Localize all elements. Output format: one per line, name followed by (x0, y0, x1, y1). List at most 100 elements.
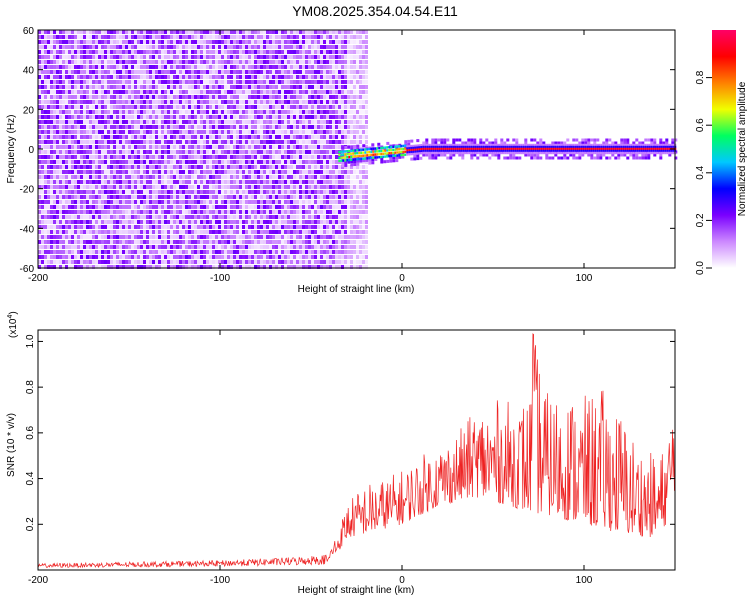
heatmap-cell (251, 165, 254, 169)
heatmap-cell (47, 265, 50, 269)
heatmap-cell (335, 135, 338, 139)
heatmap-cell (287, 175, 290, 179)
heatmap-cell (329, 75, 332, 79)
heatmap-cell (107, 255, 110, 259)
heatmap-cell (125, 135, 128, 139)
heatmap-cell (164, 215, 167, 219)
heatmap-cell (158, 110, 161, 114)
heatmap-cell (338, 100, 341, 104)
heatmap-cell (110, 165, 113, 169)
heatmap-cell (89, 115, 92, 119)
heatmap-cell (59, 85, 62, 89)
heatmap-cell (305, 85, 308, 89)
heatmap-cell (209, 50, 212, 54)
heatmap-cell (104, 125, 107, 129)
heatmap-cell (275, 55, 278, 59)
heatmap-cell (182, 140, 185, 144)
heatmap-cell (212, 170, 215, 174)
heatmap-cell (59, 70, 62, 74)
heatmap-cell (62, 250, 65, 254)
heatmap-cell (101, 50, 104, 54)
heatmap-cell (344, 235, 347, 239)
heatmap-cell (110, 265, 113, 269)
heatmap-cell (104, 145, 107, 149)
heatmap-cell (161, 65, 164, 69)
heatmap-cell (335, 260, 338, 264)
heatmap-cell (149, 175, 152, 179)
heatmap-cell (299, 140, 302, 144)
heatmap-cell (302, 245, 305, 249)
heatmap-cell (50, 50, 53, 54)
heatmap-cell (50, 265, 53, 269)
heatmap-cell (62, 60, 65, 64)
heatmap-cell (233, 125, 236, 129)
heatmap-cell (116, 180, 119, 184)
heatmap-cell (155, 175, 158, 179)
heatmap-cell (134, 70, 137, 74)
heatmap-cell (317, 35, 320, 39)
heatmap-cell (125, 65, 128, 69)
heatmap-cell (227, 150, 230, 154)
heatmap-cell (338, 200, 341, 204)
heatmap-cell (323, 150, 326, 154)
heatmap-cell (68, 230, 71, 234)
heatmap-cell (317, 250, 320, 254)
heatmap-cell (89, 55, 92, 59)
heatmap-cell (188, 175, 191, 179)
heatmap-cell (146, 190, 149, 194)
heatmap-cell (47, 160, 50, 164)
heatmap-cell (314, 225, 317, 229)
heatmap-cell (317, 105, 320, 109)
heatmap-cell (209, 195, 212, 199)
heatmap-cell (341, 185, 344, 189)
heatmap-cell (308, 240, 311, 244)
heatmap-cell (113, 135, 116, 139)
heatmap-cell (272, 200, 275, 204)
heatmap-cell (287, 200, 290, 204)
heatmap-cell (194, 55, 197, 59)
heatmap-cell (122, 245, 125, 249)
heatmap-cell (323, 80, 326, 84)
heatmap-cell (269, 215, 272, 219)
heatmap-cell (302, 120, 305, 124)
heatmap-cell (134, 35, 137, 39)
heatmap-cell (299, 45, 302, 49)
heatmap-cell (335, 240, 338, 244)
heatmap-cell (41, 225, 44, 229)
heatmap-cell (263, 255, 266, 259)
heatmap-cell (80, 260, 83, 264)
heatmap-cell (62, 80, 65, 84)
heatmap-cell (344, 55, 347, 59)
heatmap-cell (104, 110, 107, 114)
heatmap-cell (290, 200, 293, 204)
heatmap-cell (335, 250, 338, 254)
heatmap-cell (281, 65, 284, 69)
heatmap-cell (326, 85, 329, 89)
heatmap-cell (95, 245, 98, 249)
heatmap-cell (179, 65, 182, 69)
heatmap-cell (92, 130, 95, 134)
heatmap-cell (68, 150, 71, 154)
heatmap-cell (143, 195, 146, 199)
heatmap-cell (206, 95, 209, 99)
heatmap-cell (146, 75, 149, 79)
heatmap-cell (116, 185, 119, 189)
heatmap-cell (44, 210, 47, 214)
heatmap-cell (116, 155, 119, 159)
heatmap-cell (92, 185, 95, 189)
heatmap-cell (218, 260, 221, 264)
heatmap-cell (185, 45, 188, 49)
heatmap-cell (71, 175, 74, 179)
heatmap-cell (122, 130, 125, 134)
heatmap-cell (86, 70, 89, 74)
heatmap-cell (47, 200, 50, 204)
heatmap-cell (164, 110, 167, 114)
heatmap-cell (164, 50, 167, 54)
heatmap-cell (155, 145, 158, 149)
heatmap-cell (335, 255, 338, 259)
heatmap-cell (128, 200, 131, 204)
heatmap-cell (41, 50, 44, 54)
heatmap-cell (206, 175, 209, 179)
heatmap-cell (128, 150, 131, 154)
heatmap-cell (242, 255, 245, 259)
